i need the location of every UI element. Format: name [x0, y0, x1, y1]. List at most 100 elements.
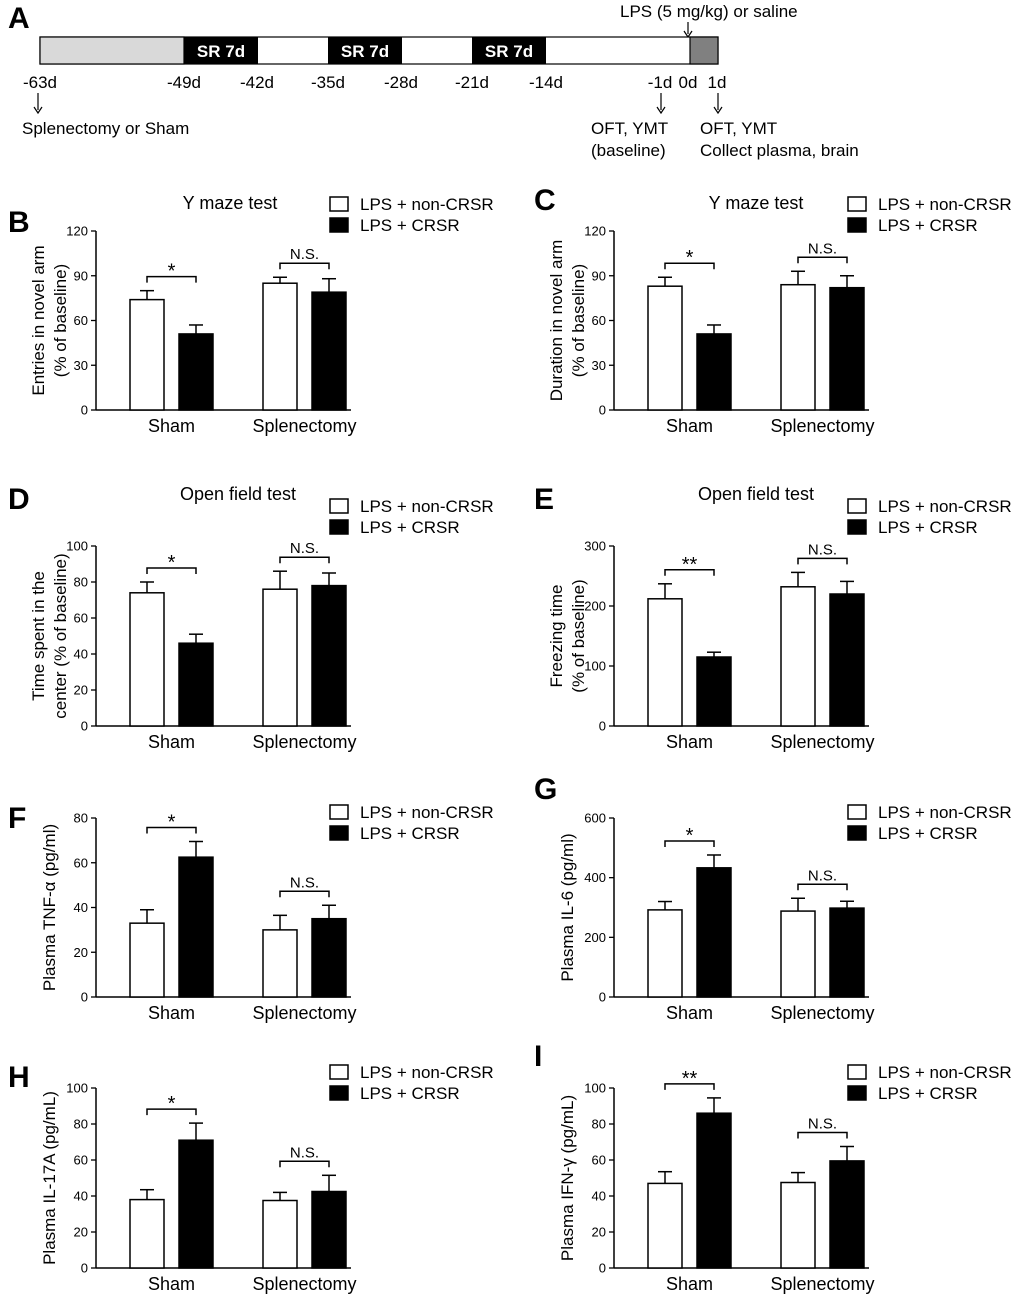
y-tick-label: 20: [74, 1225, 88, 1240]
bar-crsr: [311, 584, 347, 727]
panel-label: H: [8, 1061, 30, 1094]
bar-non-crsr: [780, 586, 816, 727]
y-axis-label: Time spent in the: [29, 571, 48, 701]
timeline-tick-label: 1d: [708, 73, 727, 92]
chart-title: Open field test: [698, 484, 814, 504]
post-note-2: Collect plasma, brain: [700, 141, 859, 160]
y-tick-label: 200: [584, 599, 606, 614]
y-tick-label: 90: [74, 268, 88, 283]
significance-bracket: [146, 567, 197, 574]
bar-non-crsr: [780, 1181, 816, 1269]
stress-block-1: [184, 37, 258, 64]
chart-panel-e: E Open field test 0 100 200 300 Freezing time(…: [534, 483, 1012, 752]
stress-block-3: [472, 37, 546, 64]
y-tick-label: 60: [74, 1153, 88, 1168]
bar-crsr: [696, 1112, 732, 1269]
stress-block-label-1: SR 7d: [197, 42, 245, 61]
significance-bracket: [797, 557, 848, 565]
bar-crsr: [696, 867, 732, 998]
y-tick-label: 200: [584, 930, 606, 945]
y-tick-label: 0: [81, 990, 88, 1005]
bar-non-crsr: [262, 282, 298, 411]
y-axis-label: (% of baseline): [569, 579, 588, 692]
significance-label: *: [168, 1093, 176, 1115]
legend-swatch: [329, 519, 349, 535]
significance-bracket: [797, 1131, 848, 1139]
y-tick-label: 100: [66, 539, 88, 554]
category-label: Splenectomy: [252, 732, 356, 752]
timeline-lps-segment: [689, 36, 719, 65]
surgery-note: Splenectomy or Sham: [22, 119, 189, 138]
baseline-arrow-head: [656, 106, 666, 115]
timeline-tick-label: -28d: [384, 73, 418, 92]
bar-crsr: [178, 1139, 214, 1269]
y-tick-label: 400: [584, 870, 606, 885]
y-tick-label: 0: [81, 403, 88, 418]
y-tick-label: 120: [584, 224, 606, 239]
bar-non-crsr: [647, 285, 683, 411]
chart-panel-f: F 0 20 40 60 80 Plasma TNF-α (pg/ml) Sham * Splen…: [8, 802, 494, 1023]
y-axis-label: (% of baseline): [569, 264, 588, 377]
panel-label: G: [534, 773, 557, 806]
panel-label: D: [8, 483, 30, 516]
legend-label: LPS + CRSR: [360, 216, 460, 235]
significance-label: N.S.: [290, 246, 319, 263]
surgery-arrow-head: [33, 106, 43, 115]
significance-label: N.S.: [808, 541, 837, 558]
timeline-tick-label: -1d: [648, 73, 673, 92]
stress-block-2: [328, 37, 402, 64]
y-tick-label: 100: [66, 1081, 88, 1096]
y-tick-label: 100: [584, 659, 606, 674]
significance-label: *: [168, 811, 176, 833]
significance-label: *: [686, 247, 694, 269]
chart-title: Y maze test: [709, 193, 804, 213]
bar-crsr: [696, 656, 732, 727]
y-tick-label: 30: [74, 358, 88, 373]
legend-label: LPS + CRSR: [878, 824, 978, 843]
significance-bracket: [664, 1083, 715, 1090]
category-label: Sham: [666, 1003, 713, 1023]
significance-bracket: [146, 1108, 197, 1116]
timeline-panel: A LPS (5 mg/kg) or saline SR 7d SR 7d SR…: [8, 2, 859, 160]
y-tick-label: 60: [74, 313, 88, 328]
baseline-note-1: OFT, YMT: [591, 119, 668, 138]
y-tick-label: 80: [74, 575, 88, 590]
bar-crsr: [829, 593, 865, 727]
significance-bracket: [146, 275, 197, 283]
y-tick-label: 40: [74, 900, 88, 915]
significance-label: *: [168, 261, 176, 283]
category-label: Splenectomy: [770, 416, 874, 436]
significance-label: N.S.: [290, 874, 319, 891]
y-axis-label: Plasma IL-6 (pg/ml): [558, 833, 577, 981]
category-label: Splenectomy: [252, 1003, 356, 1023]
bar-crsr: [178, 642, 214, 727]
legend-swatch: [847, 519, 867, 535]
y-tick-label: 90: [592, 268, 606, 283]
legend-label: LPS + non-CRSR: [360, 1063, 494, 1082]
y-tick-label: 40: [74, 647, 88, 662]
bar-non-crsr: [262, 1199, 298, 1269]
y-tick-label: 80: [592, 1117, 606, 1132]
stress-block-label-3: SR 7d: [485, 42, 533, 61]
significance-label: N.S.: [808, 867, 837, 884]
timeline-recovery-segment: [39, 36, 185, 65]
significance-label: N.S.: [290, 540, 319, 557]
stress-block-label-2: SR 7d: [341, 42, 389, 61]
legend-label: LPS + non-CRSR: [360, 497, 494, 516]
legend-label: LPS + non-CRSR: [878, 497, 1012, 516]
legend-label: LPS + CRSR: [878, 216, 978, 235]
category-label: Splenectomy: [770, 732, 874, 752]
bar-non-crsr: [129, 298, 165, 411]
significance-label: N.S.: [808, 240, 837, 257]
significance-label: N.S.: [808, 1116, 837, 1133]
bar-non-crsr: [647, 1182, 683, 1269]
bar-crsr: [311, 291, 347, 411]
bar-chart-panels: B Y maze test 0 30 60 90 120 Entries in novel a…: [8, 184, 1012, 1294]
bar-crsr: [311, 917, 347, 998]
legend-label: LPS + non-CRSR: [878, 195, 1012, 214]
legend-swatch: [847, 217, 867, 233]
category-label: Splenectomy: [252, 416, 356, 436]
y-tick-label: 0: [599, 719, 606, 734]
y-tick-label: 0: [599, 403, 606, 418]
